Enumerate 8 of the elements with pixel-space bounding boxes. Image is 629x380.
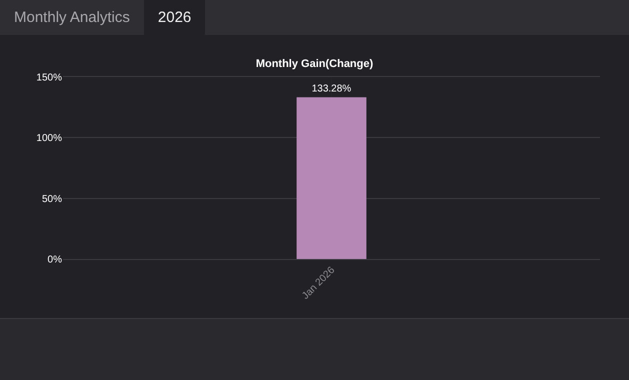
text: 2026 <box>144 0 206 35</box>
y-tick-label: 50% <box>42 194 62 205</box>
y-tick-label: 150% <box>36 72 62 84</box>
chart-title: Monthly Gain(Change) <box>256 58 374 70</box>
text: Monthly Analytics <box>13 8 131 28</box>
y-tick-label: 0% <box>48 254 62 266</box>
data-label: 133.28% <box>312 83 352 94</box>
y-tick-label: 100% <box>36 133 62 144</box>
